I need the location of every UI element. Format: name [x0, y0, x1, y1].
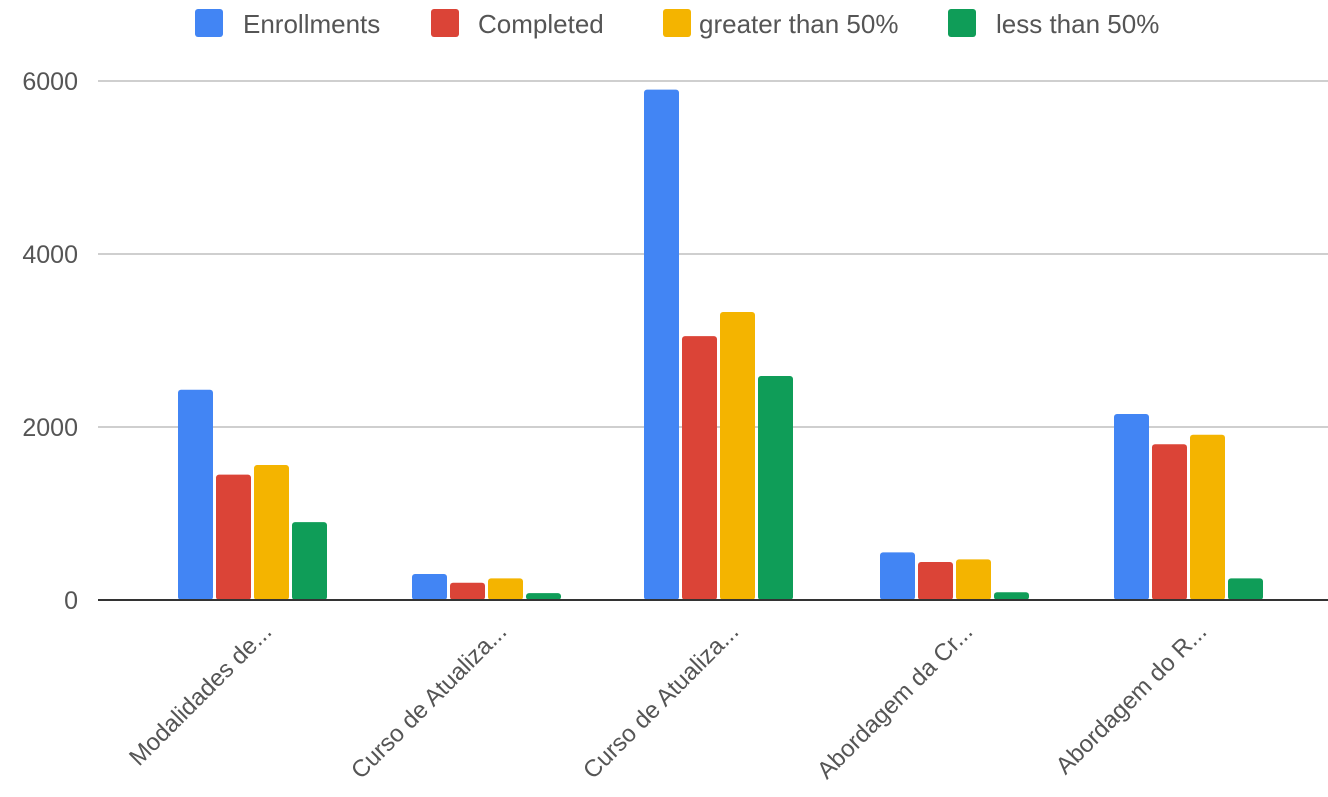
legend-label: less than 50%	[996, 9, 1159, 39]
y-axis-tick-label: 0	[64, 587, 78, 615]
x-axis-category-labels: Modalidades de... Curso de Atualiza... Cur…	[124, 618, 1212, 784]
y-axis-ticks: 0 2000 4000 6000	[22, 68, 78, 615]
bar	[412, 574, 447, 600]
bar	[720, 311, 755, 600]
bar	[292, 522, 327, 600]
bar	[254, 465, 289, 600]
bar	[682, 336, 717, 600]
legend-label: Enrollments	[243, 9, 380, 39]
bar	[880, 552, 915, 600]
legend-swatch	[195, 9, 223, 37]
bar	[994, 592, 1029, 600]
legend: Enrollments Completed greater than 50% less…	[195, 9, 1159, 39]
bar	[216, 474, 251, 600]
bar-group	[644, 89, 793, 601]
bar	[956, 559, 991, 600]
bar	[918, 561, 953, 600]
bar-group	[178, 389, 327, 600]
bar	[1114, 414, 1149, 600]
x-axis-category-label: Abordagem do R...	[1051, 618, 1213, 780]
legend-swatch	[431, 9, 459, 37]
x-axis-category-label: Curso de Atualiza...	[346, 618, 512, 784]
bar	[526, 593, 561, 600]
bar	[450, 582, 485, 600]
bars	[178, 89, 1263, 601]
x-axis-category-label: Curso de Atualiza...	[578, 618, 744, 784]
bar-group	[880, 552, 1029, 600]
y-axis-tick-label: 6000	[22, 68, 78, 96]
bar-group	[1114, 414, 1263, 600]
bar	[1190, 434, 1225, 600]
legend-label: greater than 50%	[699, 9, 898, 39]
y-axis-tick-label: 2000	[22, 414, 78, 442]
x-axis-category-label: Modalidades de...	[124, 618, 277, 771]
bar	[644, 89, 679, 601]
bar	[1228, 578, 1263, 600]
x-axis-category-label: Abordagem da Cr...	[812, 618, 978, 784]
legend-swatch	[948, 9, 976, 37]
bar	[178, 389, 213, 600]
y-axis-tick-label: 4000	[22, 241, 78, 269]
bar	[758, 375, 793, 600]
legend-swatch	[663, 9, 691, 37]
bar	[488, 578, 523, 600]
bar	[1152, 444, 1187, 600]
bar-group	[412, 574, 561, 600]
legend-label: Completed	[478, 9, 604, 39]
